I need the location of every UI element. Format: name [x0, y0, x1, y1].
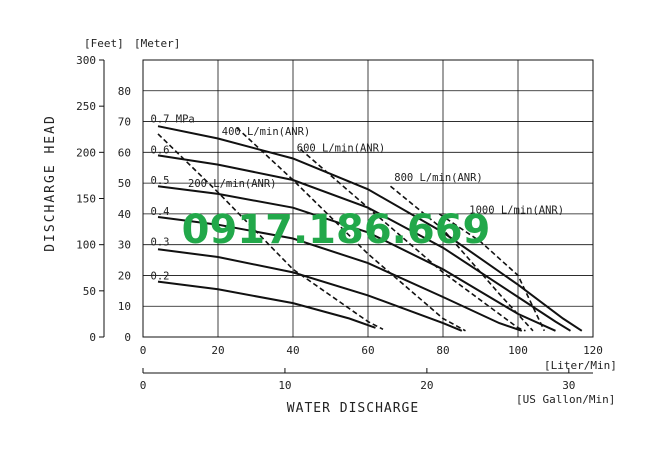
- pressure-curve: [157, 216, 523, 332]
- y-tick-label-feet: 50: [83, 285, 96, 298]
- y-tick-label-meter: 0: [124, 331, 131, 344]
- pressure-label: 0.4: [151, 206, 170, 218]
- chart-ylabel: DISCHARGE HEAD: [43, 114, 58, 252]
- x-tick-label-gallon: 0: [140, 379, 147, 392]
- x-secondary-unit: [US Gallon/Min]: [516, 393, 615, 406]
- x-tick-label-liter: 20: [211, 344, 224, 357]
- x-tick-label-gallon: 10: [278, 379, 291, 392]
- pressure-curve: [157, 280, 376, 329]
- y-tick-label-meter: 50: [118, 177, 131, 190]
- x-tick-label-gallon: 30: [562, 379, 575, 392]
- x-tick-label-gallon: 20: [420, 379, 433, 392]
- pressure-curve: [157, 125, 583, 332]
- x-primary-unit: [Liter/Min]: [544, 359, 617, 372]
- pressure-label: 0.5: [151, 175, 170, 187]
- air-consumption-label: 600 L/min(ANR): [297, 143, 386, 155]
- x-tick-label-liter: 40: [286, 344, 299, 357]
- y-tick-label-feet: 0: [89, 331, 96, 344]
- chart-xlabel: WATER DISCHARGE: [287, 401, 419, 416]
- x-tick-label-liter: 80: [436, 344, 449, 357]
- pressure-curve: [157, 248, 463, 332]
- y-tick-label-meter: 40: [118, 208, 131, 221]
- air-consumption-label: 1000 L/min(ANR): [469, 204, 564, 216]
- pressure-label: 0.6: [151, 144, 170, 156]
- air-consumption-curve: [236, 127, 466, 332]
- y-tick-label-meter: 80: [118, 85, 131, 98]
- x-tick-label-liter: 100: [508, 344, 528, 357]
- air-consumption-curve: [389, 185, 534, 332]
- x-tick-label-liter: 0: [140, 344, 147, 357]
- y-tick-label-meter: 30: [118, 239, 131, 252]
- y-right-unit: [Meter]: [134, 37, 180, 50]
- x-tick-label-liter: 60: [361, 344, 374, 357]
- y-tick-label-feet: 250: [76, 100, 96, 113]
- air-consumption-curve: [438, 213, 546, 332]
- pressure-label: 0.3: [151, 237, 170, 249]
- y-tick-label-meter: 20: [118, 269, 131, 282]
- y-tick-label-meter: 60: [118, 146, 131, 159]
- pressure-label: 0.7 MPa: [151, 113, 195, 125]
- axis-layer: [99, 59, 593, 374]
- y-tick-label-feet: 300: [76, 54, 96, 67]
- y-tick-label-feet: 150: [76, 193, 96, 206]
- series-layer: [157, 125, 583, 332]
- y-tick-label-meter: 70: [118, 116, 131, 129]
- air-consumption-curve: [157, 133, 384, 331]
- y-tick-label-feet: 100: [76, 239, 96, 252]
- pressure-curve: [157, 154, 572, 332]
- x-tick-label-liter: 120: [583, 344, 603, 357]
- air-consumption-label: 200 L/min(ANR): [188, 178, 277, 190]
- air-consumption-label: 400 L/min(ANR): [222, 126, 311, 138]
- y-tick-label-meter: 10: [118, 300, 131, 313]
- grid-layer: [142, 59, 594, 338]
- y-tick-label-feet: 200: [76, 146, 96, 159]
- y-left-unit: [Feet]: [84, 37, 124, 50]
- air-consumption-label: 800 L/min(ANR): [394, 172, 483, 184]
- pressure-label: 0.2: [151, 270, 170, 282]
- air-consumption-curve: [299, 148, 526, 332]
- watermark-text: 0917.186.669: [182, 207, 491, 253]
